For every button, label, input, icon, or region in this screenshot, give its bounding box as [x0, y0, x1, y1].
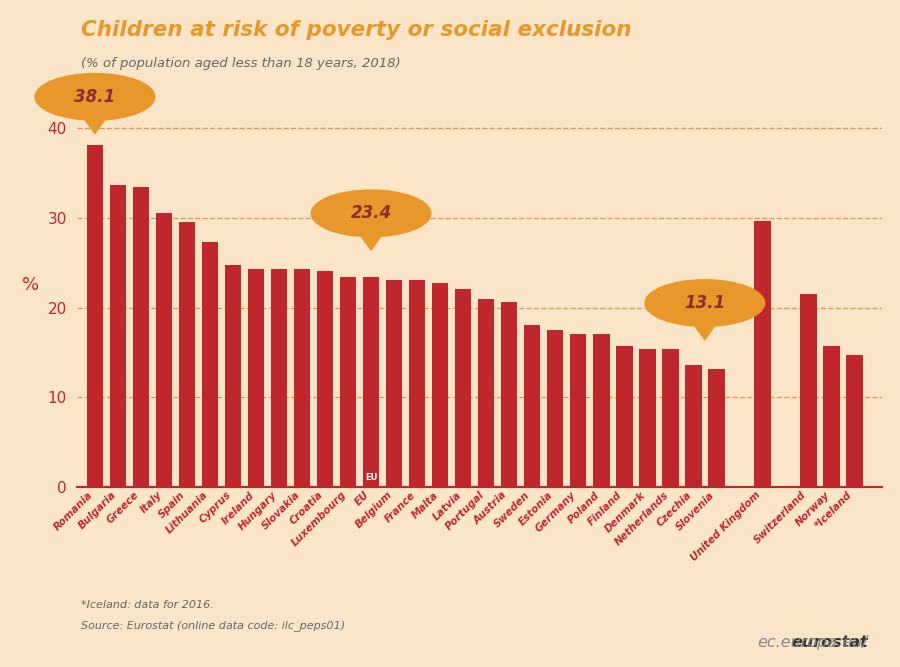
Bar: [86, 145, 104, 487]
Bar: [846, 355, 863, 487]
Bar: [524, 325, 541, 487]
Circle shape: [645, 279, 765, 326]
Text: 13.1: 13.1: [684, 294, 725, 312]
Polygon shape: [693, 323, 716, 340]
Bar: [110, 185, 126, 487]
Text: *Iceland: data for 2016.: *Iceland: data for 2016.: [81, 600, 214, 610]
Bar: [685, 365, 702, 487]
Bar: [132, 187, 149, 487]
Bar: [156, 213, 172, 487]
Text: eurostat: eurostat: [792, 636, 868, 650]
Text: 38.1: 38.1: [75, 88, 115, 106]
Y-axis label: %: %: [22, 276, 40, 294]
Polygon shape: [84, 117, 106, 133]
Bar: [501, 302, 518, 487]
Polygon shape: [360, 234, 382, 250]
Circle shape: [311, 190, 431, 237]
Bar: [225, 265, 241, 487]
Bar: [432, 283, 448, 487]
Bar: [340, 277, 356, 487]
Bar: [708, 370, 725, 487]
Bar: [202, 242, 219, 487]
Text: Children at risk of poverty or social exclusion: Children at risk of poverty or social ex…: [81, 20, 632, 40]
Bar: [478, 299, 494, 487]
Bar: [293, 269, 310, 487]
Bar: [317, 271, 333, 487]
Bar: [271, 269, 287, 487]
Bar: [593, 334, 609, 487]
Bar: [363, 277, 380, 487]
Bar: [824, 346, 840, 487]
Bar: [248, 269, 265, 487]
Bar: [409, 279, 426, 487]
Text: (% of population aged less than 18 years, 2018): (% of population aged less than 18 years…: [81, 57, 400, 69]
Text: ec.europa.eu/: ec.europa.eu/: [757, 636, 868, 650]
Bar: [616, 346, 633, 487]
Bar: [662, 349, 679, 487]
Bar: [800, 294, 816, 487]
Text: 23.4: 23.4: [350, 204, 392, 222]
Circle shape: [35, 73, 155, 120]
Text: Source: Eurostat (online data code: ilc_peps01): Source: Eurostat (online data code: ilc_…: [81, 620, 345, 631]
Bar: [454, 289, 472, 487]
Bar: [754, 221, 770, 487]
Bar: [386, 279, 402, 487]
Text: EU: EU: [364, 474, 377, 482]
Bar: [639, 349, 655, 487]
Bar: [179, 222, 195, 487]
Bar: [570, 334, 587, 487]
Bar: [547, 330, 563, 487]
